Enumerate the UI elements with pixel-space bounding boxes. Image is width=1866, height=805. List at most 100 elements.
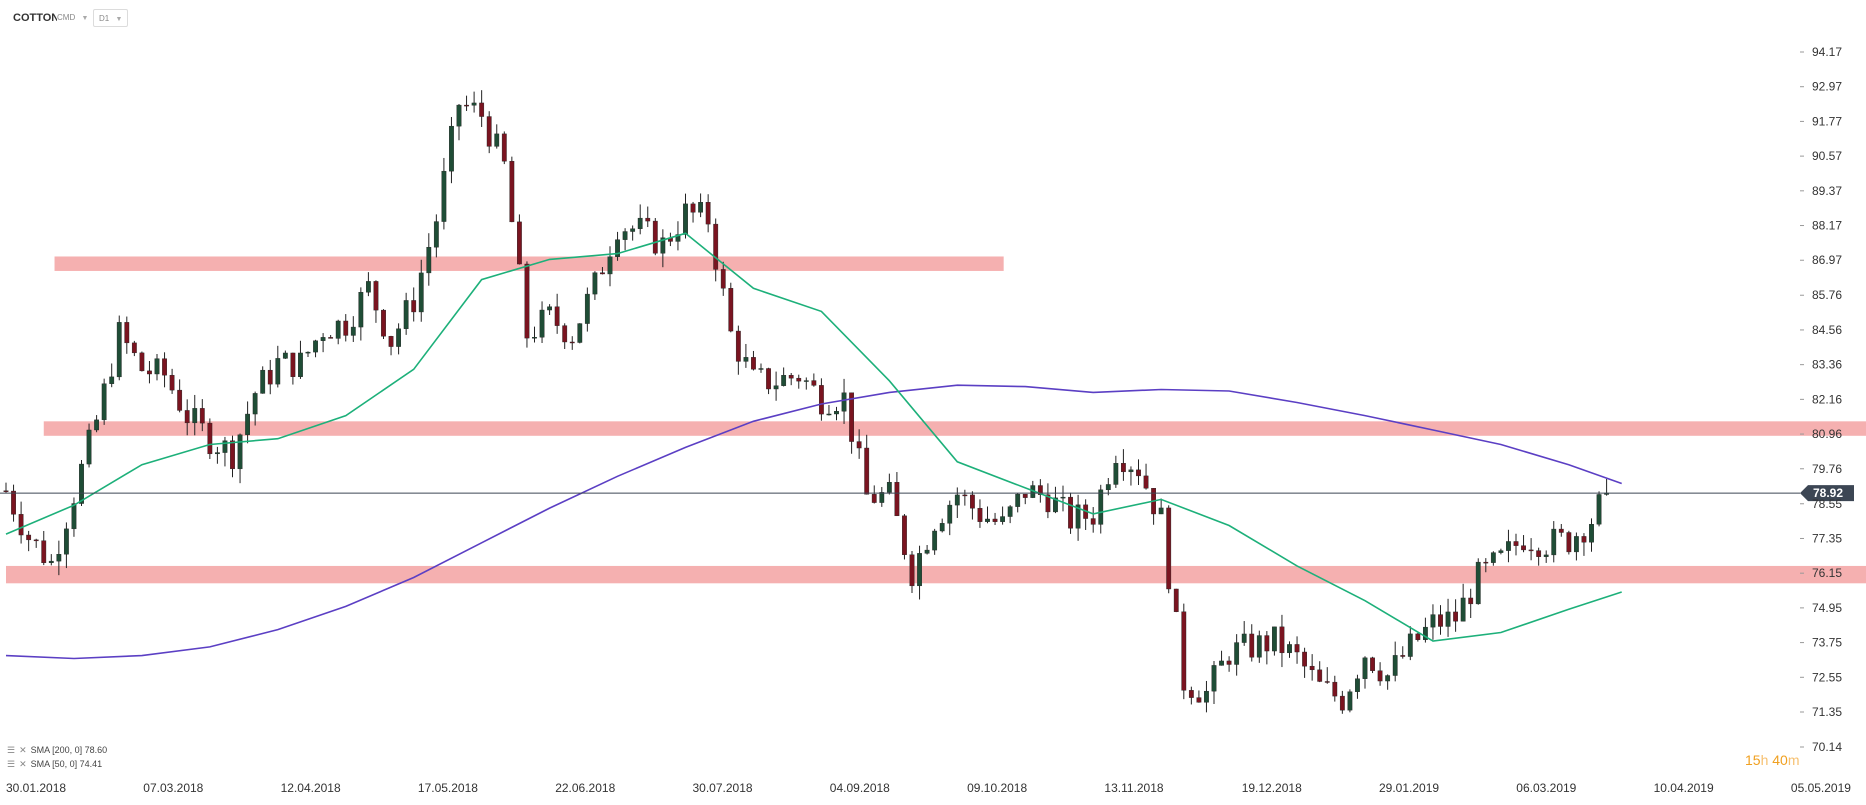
candle-body: [411, 300, 417, 313]
y-tick-label: 85.76: [1812, 288, 1842, 302]
zone-1: [43, 421, 1866, 436]
timeframe-dropdown[interactable]: D1 ▼: [93, 9, 129, 27]
candle-body: [1075, 504, 1081, 529]
candle-body: [1506, 541, 1511, 551]
candle-body: [1407, 633, 1413, 657]
candle-body: [494, 133, 500, 147]
candle-body: [826, 413, 832, 416]
candle-body: [660, 237, 666, 254]
candle-body: [343, 320, 349, 336]
candle-body: [758, 368, 764, 370]
candle-body: [577, 323, 583, 343]
candle-body: [645, 217, 651, 222]
candle-body: [1068, 496, 1073, 529]
candle-body: [683, 203, 688, 235]
candle-body: [954, 494, 960, 506]
candle-body: [1271, 626, 1277, 652]
candle-body: [600, 272, 605, 275]
candle-body: [1460, 597, 1466, 622]
candle-body: [1385, 675, 1391, 682]
candle-body: [607, 256, 613, 275]
y-tick-label: 89.37: [1812, 184, 1842, 198]
close-icon[interactable]: ✕: [19, 759, 27, 769]
y-tick-label: 73.75: [1812, 636, 1842, 650]
candle-body: [819, 385, 824, 415]
candle-body: [222, 440, 228, 453]
candle-body: [1558, 528, 1564, 533]
candle-body: [713, 223, 719, 270]
candle-body: [260, 369, 266, 394]
candle-body: [584, 293, 590, 324]
candle-body: [479, 102, 485, 117]
candle-body: [1573, 536, 1579, 553]
legend-sma200[interactable]: ☰ ✕ SMA [200, 0] 78.60: [7, 745, 107, 756]
candle-body: [562, 325, 568, 343]
countdown-hours: 15: [1745, 752, 1761, 768]
candle-body: [796, 377, 802, 382]
candle-body: [1483, 561, 1489, 564]
candle-body: [169, 374, 175, 391]
y-tick-label: 86.97: [1812, 253, 1842, 267]
y-tick-label: 78.55: [1812, 497, 1842, 511]
y-tick-label: 84.56: [1812, 323, 1842, 337]
moving-averages: [5, 232, 1622, 660]
candle-body: [532, 337, 537, 339]
candle-body: [909, 554, 915, 587]
candle-body: [592, 272, 598, 295]
candle-body: [433, 221, 439, 248]
candle-body: [947, 504, 953, 524]
countdown-minutes: 40: [1772, 752, 1788, 768]
candle-body: [1422, 626, 1428, 640]
candle-body: [856, 441, 862, 449]
candle-body: [101, 383, 107, 421]
candle-body: [313, 340, 318, 353]
category-dropdown[interactable]: CMD ▼: [57, 9, 89, 27]
candle-body: [1581, 536, 1587, 543]
countdown-m: m: [1787, 752, 1800, 768]
candle-body: [214, 452, 220, 455]
legend-sma50[interactable]: ☰ ✕ SMA [50, 0] 74.41: [7, 759, 102, 770]
candle-body: [1566, 532, 1572, 553]
candle-body: [1037, 485, 1043, 495]
price-axis: 94.17 92.97 91.77 90.57 89.37 88.17 86.97 85.76…: [1800, 45, 1842, 754]
sma200-line: [5, 384, 1622, 660]
candle-body: [675, 234, 681, 242]
candle-body: [1332, 681, 1338, 697]
candle-body: [237, 434, 243, 470]
candle-body: [1204, 690, 1209, 703]
close-icon[interactable]: ✕: [19, 745, 27, 755]
candle-body: [1158, 507, 1164, 515]
candle-body: [139, 352, 145, 372]
candle-body: [184, 410, 190, 424]
candle-body: [1188, 690, 1194, 698]
y-tick-label: 74.95: [1812, 601, 1842, 615]
candle-body: [917, 553, 922, 587]
candle-body: [1256, 635, 1262, 658]
price-tag-value: 78.92: [1813, 486, 1843, 500]
candle-body: [1551, 528, 1557, 556]
candle-body: [1120, 463, 1126, 473]
candle-body: [524, 263, 530, 339]
y-tick-label: 94.17: [1812, 45, 1842, 59]
candle-body: [3, 490, 9, 492]
candle-body: [1105, 484, 1111, 491]
candle-body: [267, 369, 273, 385]
y-tick-label: 90.57: [1812, 149, 1842, 163]
list-icon[interactable]: ☰: [7, 759, 16, 769]
candle-body: [1211, 665, 1217, 692]
candle-body: [252, 393, 258, 415]
candle-body: [1430, 614, 1436, 628]
x-tick-label: 29.01.2019: [1379, 781, 1439, 795]
y-tick-label: 80.96: [1812, 427, 1842, 441]
sma50-line: [5, 232, 1622, 642]
candle-body: [366, 281, 371, 293]
y-tick-label: 79.76: [1812, 462, 1842, 476]
candle-body: [743, 357, 749, 362]
x-tick-label: 04.09.2018: [830, 781, 890, 795]
candle-body: [1513, 541, 1519, 546]
candle-body: [1279, 626, 1285, 654]
legend-sma50-label: SMA [50, 0] 74.41: [30, 759, 103, 769]
list-icon[interactable]: ☰: [7, 745, 16, 755]
candle-body: [282, 352, 288, 359]
